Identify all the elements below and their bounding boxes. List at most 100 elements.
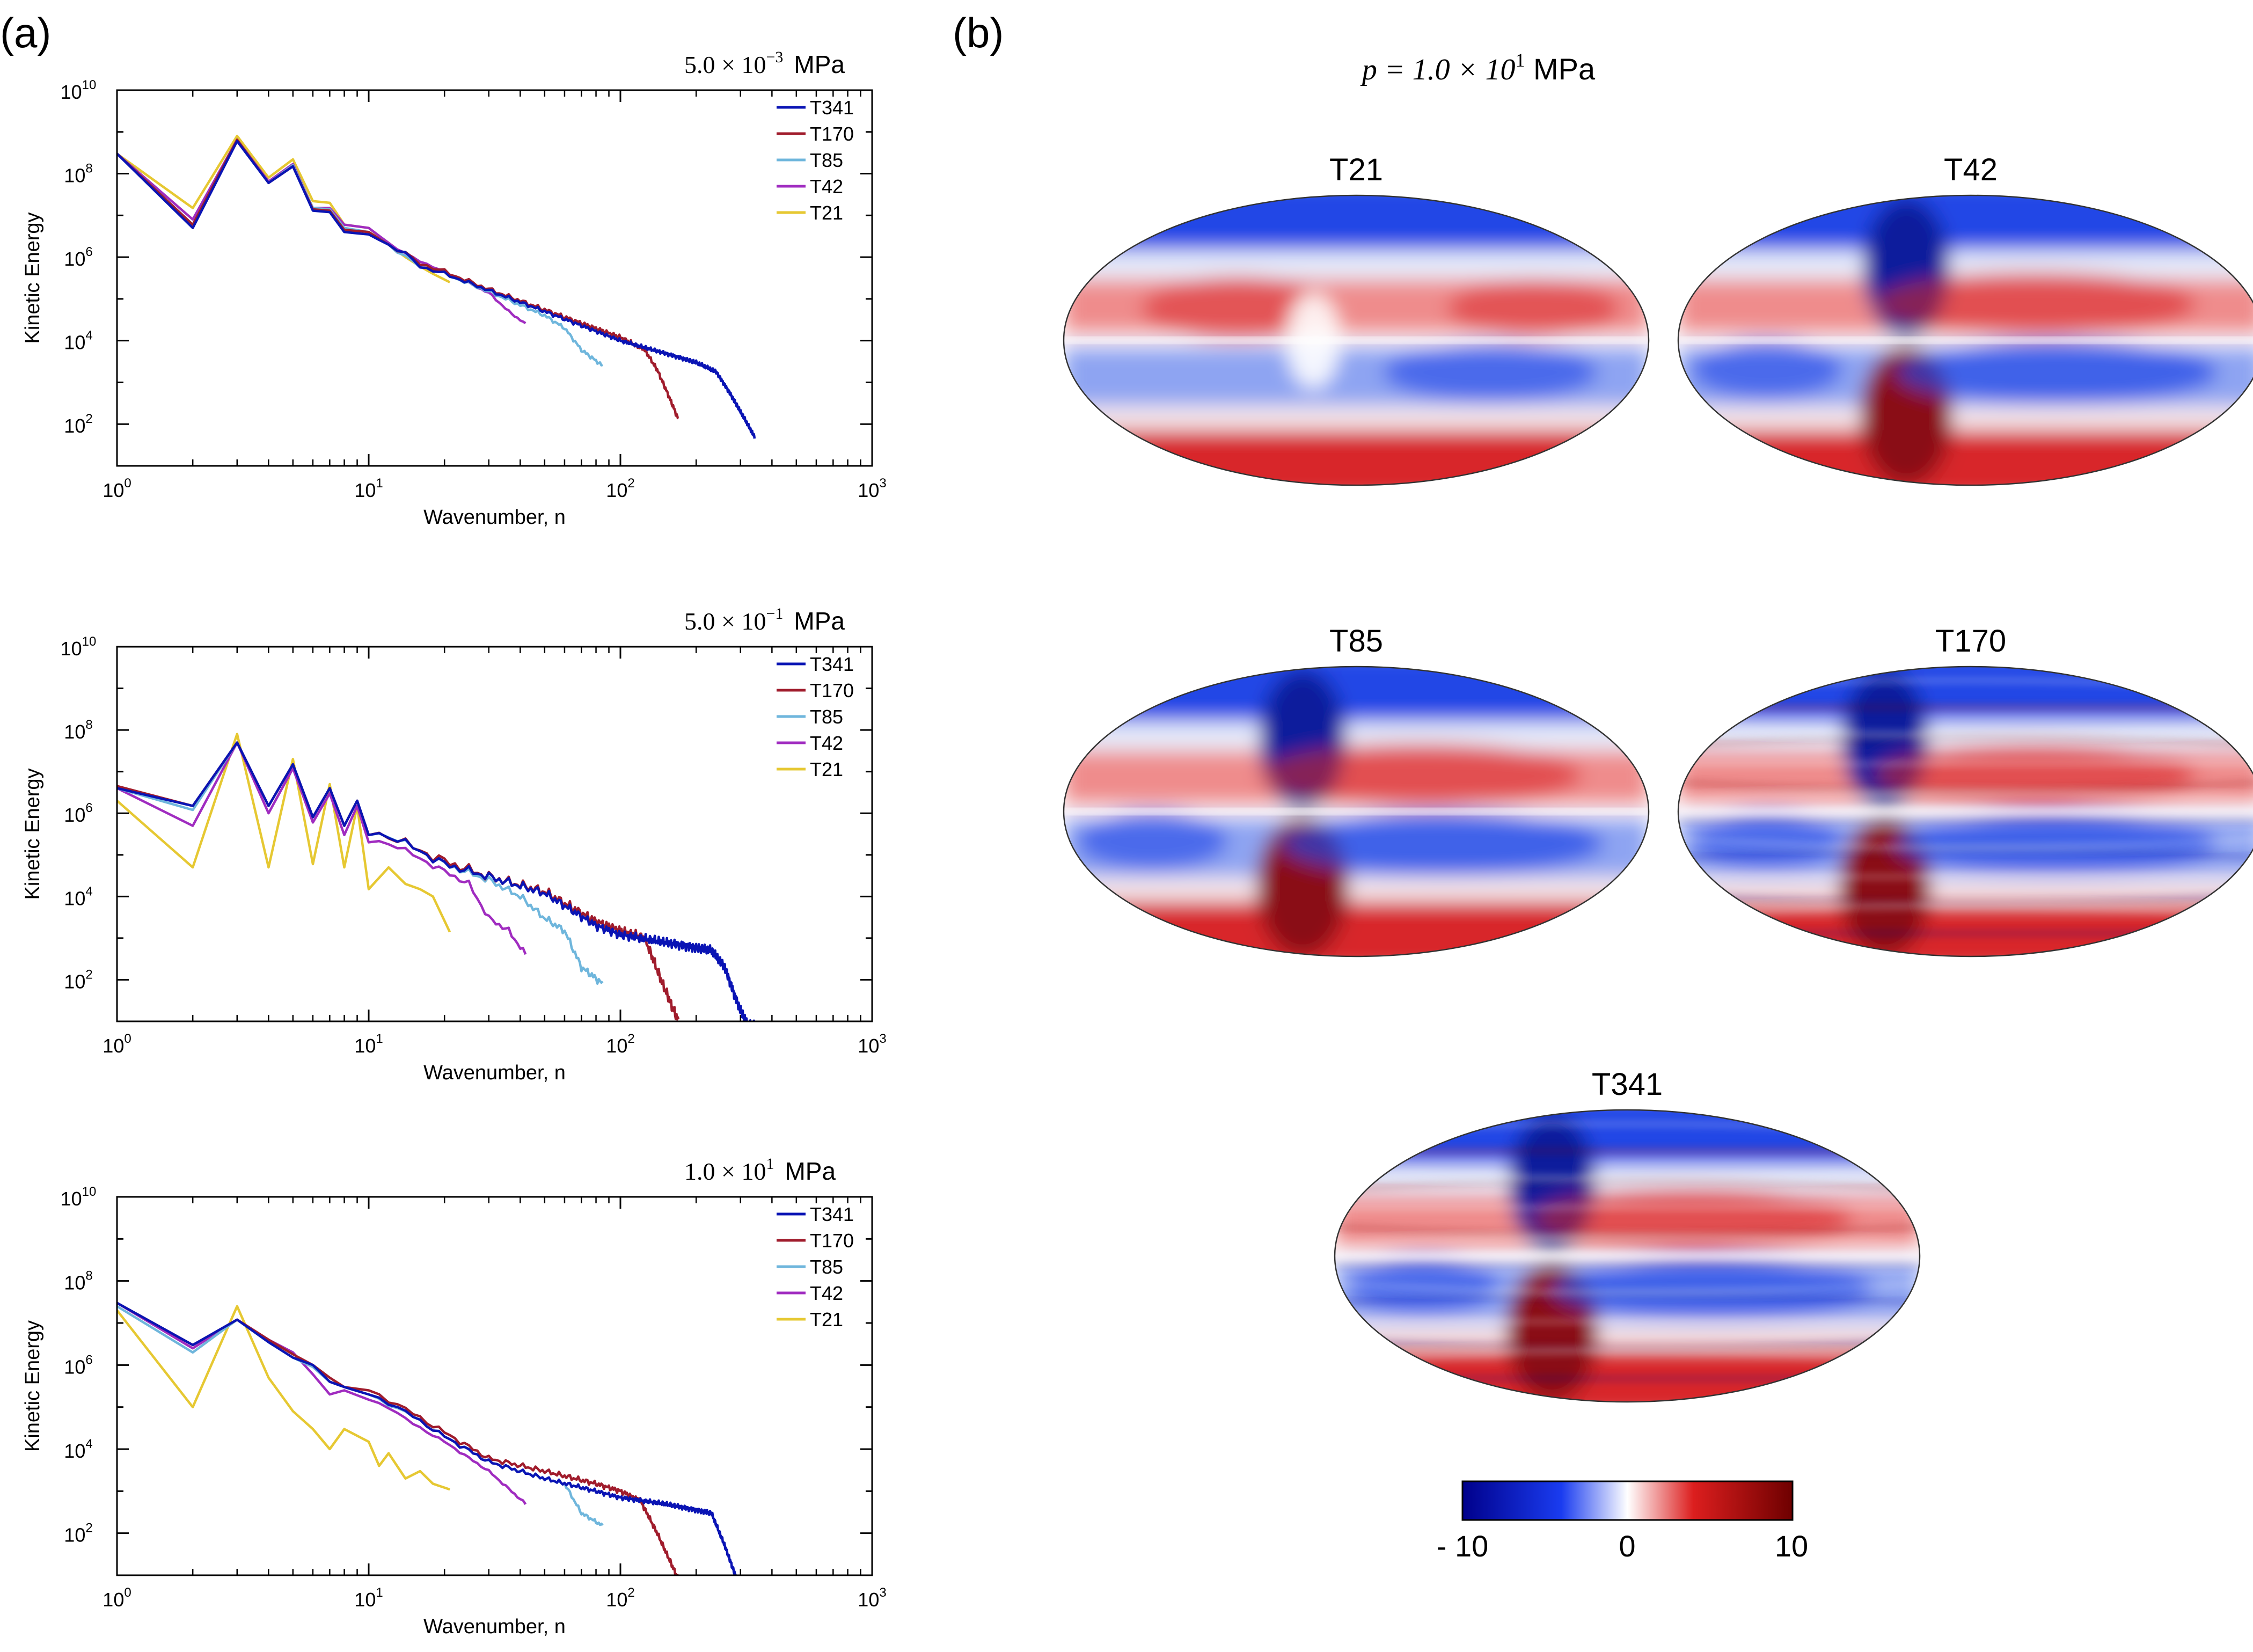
- y-tick-label: 102: [64, 967, 92, 992]
- series-line-t42: [117, 1302, 527, 1505]
- x-tick-exp: 0: [124, 476, 131, 491]
- y-tick-exp: 6: [85, 245, 92, 259]
- jet-core: [1142, 276, 1335, 341]
- y-tick-exp: 6: [85, 1353, 92, 1367]
- y-tick-base: 10: [61, 81, 82, 103]
- x-tick-label: 102: [606, 476, 634, 501]
- y-tick-exp: 4: [85, 884, 92, 898]
- y-tick-label: 106: [64, 801, 92, 826]
- y-tick-label: 104: [64, 1437, 92, 1462]
- turbulent-streak: [1335, 1293, 1920, 1304]
- turbulent-streak: [1678, 848, 2253, 859]
- x-tick-base: 10: [858, 1035, 879, 1057]
- y-tick-base: 10: [64, 248, 85, 270]
- x-tick-base: 10: [606, 479, 627, 501]
- y-tick-base: 10: [61, 638, 82, 660]
- map-title: T85: [1329, 624, 1383, 659]
- turbulent-streak: [1678, 735, 2253, 747]
- y-tick-exp: 2: [85, 967, 92, 982]
- y-tick-label: 102: [64, 412, 92, 437]
- y-tick-exp: 8: [85, 1269, 92, 1283]
- y-tick-label: 104: [64, 884, 92, 909]
- y-tick-label: 108: [64, 162, 92, 187]
- x-tick-label: 101: [354, 1032, 383, 1057]
- x-tick-exp: 2: [627, 476, 634, 491]
- x-tick-base: 10: [606, 1035, 627, 1057]
- series-line-t341: [117, 741, 756, 1021]
- series-line-t42: [117, 138, 526, 325]
- jet-core: [1552, 1255, 1874, 1320]
- jet-core: [1531, 1187, 1853, 1252]
- map-fine-structure: [1678, 337, 2253, 343]
- y-tick-base: 10: [64, 1272, 85, 1294]
- x-tick-base: 10: [103, 479, 124, 501]
- x-tick-base: 10: [103, 1589, 124, 1611]
- legend-label: T170: [810, 679, 854, 701]
- y-tick-exp: 10: [82, 78, 97, 92]
- turbulent-streak: [1678, 894, 2253, 905]
- x-tick-base: 10: [858, 1589, 879, 1611]
- x-tick-exp: 3: [879, 1585, 886, 1600]
- map-outline: [1677, 194, 2253, 486]
- x-tick-exp: 1: [376, 1032, 383, 1046]
- turbulent-streak: [1335, 1339, 1920, 1350]
- band-south-transition: [1335, 1321, 1920, 1347]
- series-line-t85: [117, 741, 604, 985]
- map-title: T42: [1944, 152, 1998, 187]
- map-outline: [1334, 1109, 1921, 1403]
- map-title: T21: [1329, 152, 1383, 187]
- map-field: [1678, 195, 2253, 485]
- map-title: T170: [1935, 624, 2006, 659]
- band-north-polar: [1678, 667, 2253, 722]
- series-line-t21: [117, 135, 451, 283]
- band-south-polar: [1678, 901, 2253, 956]
- chart-title-exponent: −1: [766, 605, 783, 623]
- turbulent-streak: [1678, 725, 2253, 736]
- y-axis-label: Kinetic Energy: [21, 212, 44, 343]
- x-tick-exp: 3: [879, 1032, 886, 1046]
- map-outline: [1677, 666, 2253, 957]
- y-tick-exp: 8: [85, 718, 92, 732]
- x-tick-label: 102: [606, 1032, 634, 1057]
- map-title: T341: [1592, 1067, 1663, 1102]
- band-south-transition: [1064, 405, 1649, 430]
- legend-label: T341: [810, 1203, 854, 1225]
- series-line-t21: [117, 1305, 450, 1491]
- chart-title-unit: MPa: [794, 607, 845, 635]
- map-title-prefix: p = 1.0 × 10: [1360, 53, 1516, 86]
- legend-label: T21: [810, 1309, 843, 1331]
- y-tick-base: 10: [64, 887, 85, 909]
- band-north-polar: [1678, 195, 2253, 251]
- jet-core: [1874, 272, 2196, 337]
- y-tick-exp: 6: [85, 801, 92, 815]
- series-line-t21: [117, 733, 451, 933]
- y-tick-base: 10: [64, 415, 85, 437]
- y-tick-label: 108: [64, 718, 92, 743]
- band-south-polar: [1335, 1346, 1920, 1402]
- legend-label: T42: [810, 176, 843, 198]
- band-south-transition: [1678, 876, 2253, 902]
- y-tick-label: 1010: [61, 634, 97, 660]
- y-tick-exp: 4: [85, 328, 92, 343]
- y-tick-label: 106: [64, 245, 92, 270]
- jet-core: [1896, 811, 2218, 876]
- equator-line: [1064, 337, 1649, 343]
- spectrum-chart-middle: 100 101 102 1031021041061081010Wavenumber, …: [21, 605, 887, 1084]
- y-tick-exp: 10: [82, 1185, 97, 1199]
- band-north-transition: [1678, 250, 2253, 280]
- x-tick-label: 100: [103, 476, 131, 501]
- series-line-t170: [117, 1302, 679, 1575]
- equator-line: [1064, 808, 1649, 815]
- x-tick-exp: 0: [124, 1585, 131, 1600]
- x-tick-exp: 1: [376, 476, 383, 491]
- y-tick-base: 10: [64, 1356, 85, 1378]
- map-field-blur: [1064, 195, 1649, 485]
- plot-frame: [116, 646, 873, 1022]
- panel-a-label: (a): [0, 9, 51, 56]
- y-tick-exp: 2: [85, 412, 92, 426]
- jet-core: [1896, 340, 2218, 405]
- chart-title: 1.0 × 101 MPa: [684, 1155, 836, 1185]
- series-line-t85: [117, 138, 603, 367]
- band-north-polar: [1064, 195, 1649, 251]
- y-tick-exp: 2: [85, 1521, 92, 1536]
